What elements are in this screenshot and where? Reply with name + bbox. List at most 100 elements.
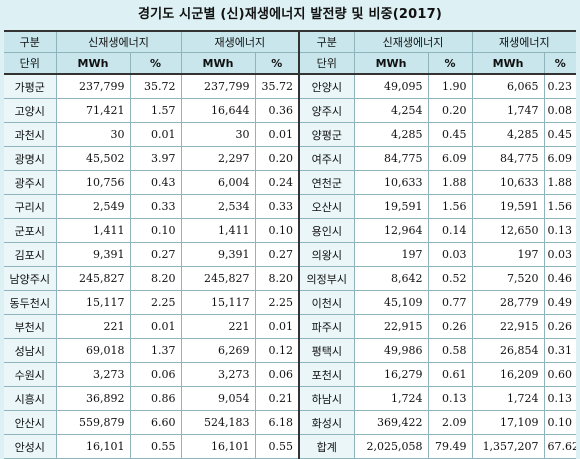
new-renewable-mwh-cell: 1,724 — [353, 386, 429, 411]
new-renewable-pct-cell: 0.10 — [129, 218, 182, 243]
renewable-pct-cell: 0.55 — [254, 434, 300, 459]
header-region: 구분 — [4, 30, 56, 53]
new-renewable-pct-cell: 2.25 — [129, 290, 182, 315]
renewable-pct-cell: 2.25 — [254, 290, 300, 315]
new-renewable-mwh-cell: 2,549 — [55, 194, 130, 219]
region-cell: 군포시 — [4, 218, 56, 243]
new-renewable-pct-cell: 8.20 — [129, 266, 182, 291]
region-cell: 안성시 — [4, 434, 56, 459]
new-renewable-mwh-cell: 84,775 — [353, 146, 429, 171]
new-renewable-pct-cell: 0.26 — [427, 314, 473, 339]
header-unit-label: 단위 — [298, 52, 355, 75]
new-renewable-pct-cell: 79.49 — [427, 434, 473, 459]
renewable-mwh-cell: 17,109 — [471, 410, 545, 435]
new-renewable-mwh-cell: 45,502 — [55, 146, 130, 171]
renewable-mwh-cell: 22,915 — [471, 314, 545, 339]
renewable-mwh-cell: 1,411 — [180, 218, 256, 243]
region-cell: 평택시 — [298, 338, 355, 363]
renewable-pct-cell: 0.08 — [543, 98, 577, 123]
new-renewable-pct-cell: 1.88 — [427, 170, 473, 195]
renewable-mwh-cell: 15,117 — [180, 290, 256, 315]
new-renewable-mwh-cell: 45,109 — [353, 290, 429, 315]
region-cell: 남양주시 — [4, 266, 56, 291]
new-renewable-pct-cell: 3.97 — [129, 146, 182, 171]
region-cell: 안산시 — [4, 410, 56, 435]
renewable-pct-cell: 0.45 — [543, 122, 577, 147]
new-renewable-mwh-cell: 71,421 — [55, 98, 130, 123]
renewable-mwh-cell: 26,854 — [471, 338, 545, 363]
renewable-pct-cell: 0.10 — [254, 218, 300, 243]
region-cell: 의왕시 — [298, 242, 355, 267]
renewable-pct-cell: 6.18 — [254, 410, 300, 435]
table-row: 김포시 9,391 0.27 9,391 0.27 의왕시 197 0.03 197 0.03 — [4, 242, 577, 267]
table-row: 안성시 16,101 0.55 16,101 0.55 합계 2,025,058 79.49 1… — [4, 434, 577, 459]
renewable-pct-cell: 0.06 — [254, 362, 300, 387]
header-unit-mwh: MWh — [55, 52, 130, 75]
renewable-mwh-cell: 245,827 — [180, 266, 256, 291]
renewable-mwh-cell: 524,183 — [180, 410, 256, 435]
region-cell: 의정부시 — [298, 266, 355, 291]
table-row: 부천시 221 0.01 221 0.01 파주시 22,915 0.26 22,915 0.26 — [4, 314, 577, 339]
renewable-mwh-cell: 30 — [180, 122, 256, 147]
region-cell: 부천시 — [4, 314, 56, 339]
renewable-mwh-cell: 1,357,207 — [471, 434, 545, 459]
renewable-pct-cell: 0.23 — [543, 74, 577, 99]
new-renewable-pct-cell: 35.72 — [129, 74, 182, 99]
header-renewable: 재생에너지 — [180, 30, 300, 53]
new-renewable-pct-cell: 0.77 — [427, 290, 473, 315]
renewable-pct-cell: 0.26 — [543, 314, 577, 339]
renewable-pct-cell: 0.24 — [254, 170, 300, 195]
renewable-pct-cell: 0.31 — [543, 338, 577, 363]
renewable-mwh-cell: 3,273 — [180, 362, 256, 387]
new-renewable-pct-cell: 0.14 — [427, 218, 473, 243]
header-row-category: 구분 신재생에너지 재생에너지 구분 신재생에너지 재생에너지 — [4, 30, 577, 53]
new-renewable-pct-cell: 0.86 — [129, 386, 182, 411]
new-renewable-pct-cell: 1.56 — [427, 194, 473, 219]
page-title: 경기도 시군별 (신)재생에너지 발전량 및 비중(2017) — [137, 7, 443, 22]
region-cell: 고양시 — [4, 98, 56, 123]
new-renewable-mwh-cell: 1,411 — [55, 218, 130, 243]
new-renewable-mwh-cell: 245,827 — [55, 266, 130, 291]
renewable-mwh-cell: 2,297 — [180, 146, 256, 171]
header-renewable: 재생에너지 — [471, 30, 577, 53]
renewable-pct-cell: 0.33 — [254, 194, 300, 219]
renewable-mwh-cell: 237,799 — [180, 74, 256, 99]
new-renewable-mwh-cell: 49,986 — [353, 338, 429, 363]
new-renewable-mwh-cell: 12,964 — [353, 218, 429, 243]
new-renewable-mwh-cell: 559,879 — [55, 410, 130, 435]
table-row: 남양주시 245,827 8.20 245,827 8.20 의정부시 8,642 0.52 7… — [4, 266, 577, 291]
new-renewable-mwh-cell: 19,591 — [353, 194, 429, 219]
region-cell: 구리시 — [4, 194, 56, 219]
new-renewable-pct-cell: 1.57 — [129, 98, 182, 123]
renewable-pct-cell: 0.13 — [543, 218, 577, 243]
region-cell: 안양시 — [298, 74, 355, 99]
renewable-pct-cell: 8.20 — [254, 266, 300, 291]
renewable-mwh-cell: 16,644 — [180, 98, 256, 123]
renewable-pct-cell: 0.27 — [254, 242, 300, 267]
renewable-mwh-cell: 16,101 — [180, 434, 256, 459]
region-cell: 광주시 — [4, 170, 56, 195]
region-cell: 동두천시 — [4, 290, 56, 315]
region-cell: 시흥시 — [4, 386, 56, 411]
new-renewable-mwh-cell: 4,254 — [353, 98, 429, 123]
renewable-mwh-cell: 221 — [180, 314, 256, 339]
renewable-pct-cell: 35.72 — [254, 74, 300, 99]
renewable-pct-cell: 0.46 — [543, 266, 577, 291]
renewable-pct-cell: 0.01 — [254, 314, 300, 339]
table-row: 군포시 1,411 0.10 1,411 0.10 용인시 12,964 0.14 12,650… — [4, 218, 577, 243]
new-renewable-mwh-cell: 237,799 — [55, 74, 130, 99]
region-cell: 여주시 — [298, 146, 355, 171]
new-renewable-pct-cell: 6.09 — [427, 146, 473, 171]
new-renewable-mwh-cell: 36,892 — [55, 386, 130, 411]
new-renewable-mwh-cell: 10,633 — [353, 170, 429, 195]
header-row-unit: 단위 MWh % MWh % 단위 MWh % MWh % — [4, 52, 577, 75]
header-unit-label: 단위 — [4, 52, 56, 75]
renewable-mwh-cell: 197 — [471, 242, 545, 267]
renewable-pct-cell: 6.09 — [543, 146, 577, 171]
new-renewable-mwh-cell: 69,018 — [55, 338, 130, 363]
new-renewable-pct-cell: 0.27 — [129, 242, 182, 267]
renewable-pct-cell: 0.36 — [254, 98, 300, 123]
region-cell: 양평군 — [298, 122, 355, 147]
new-renewable-pct-cell: 0.03 — [427, 242, 473, 267]
renewable-pct-cell: 0.10 — [543, 410, 577, 435]
